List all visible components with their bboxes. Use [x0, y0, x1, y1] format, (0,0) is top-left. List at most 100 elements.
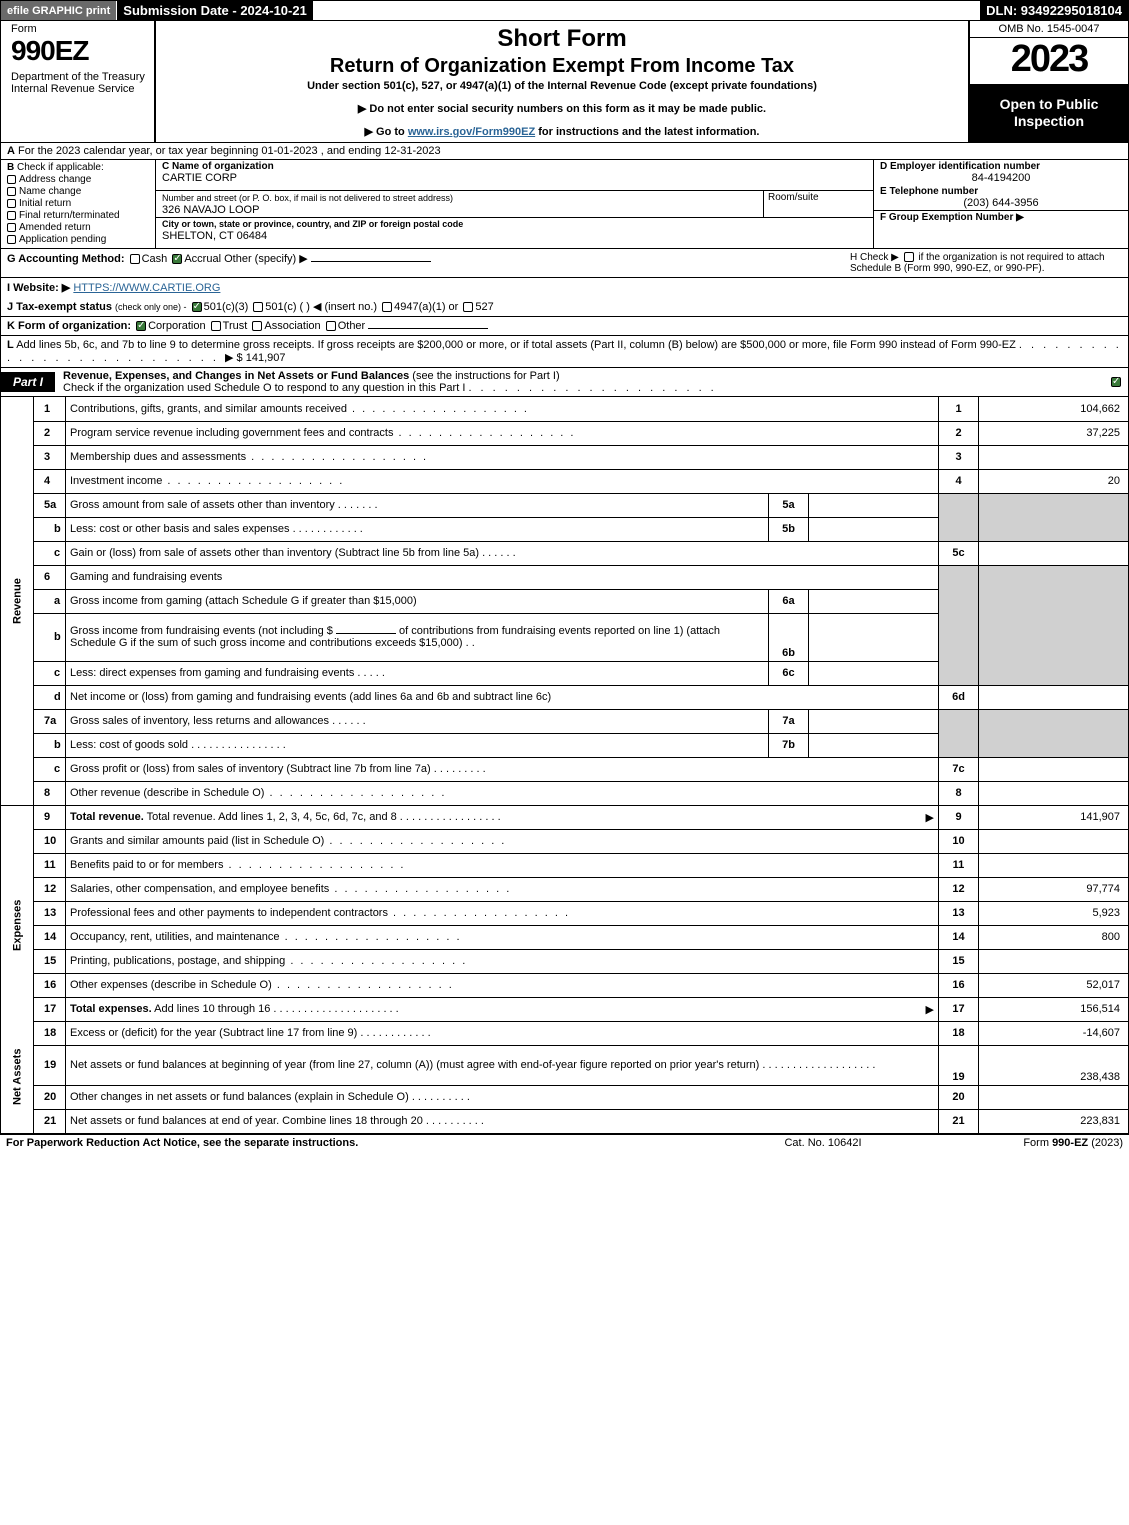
checkbox-icon[interactable]: [7, 175, 16, 184]
c-name-row: C Name of organization CARTIE CORP: [156, 160, 873, 191]
section-l: L Add lines 5b, 6c, and 7b to line 9 to …: [0, 336, 1129, 368]
b-item-2: Initial return: [7, 198, 149, 209]
l-amount: ▶ $ 141,907: [225, 352, 285, 364]
line-7c: c Gross profit or (loss) from sales of i…: [1, 757, 1129, 781]
line-4: 4 Investment income 4 20: [1, 469, 1129, 493]
b-label: B: [7, 162, 14, 173]
line-11: 11 Benefits paid to or for members 11: [1, 853, 1129, 877]
title-short-form: Short Form: [164, 25, 960, 53]
checkbox-icon[interactable]: [7, 199, 16, 208]
checkbox-501c[interactable]: [253, 302, 263, 312]
f-group: F Group Exemption Number ▶: [874, 210, 1128, 224]
revenue-side-label: Revenue: [1, 397, 34, 805]
line-8: 8 Other revenue (describe in Schedule O)…: [1, 781, 1129, 805]
section-c: C Name of organization CARTIE CORP Numbe…: [156, 160, 873, 248]
line-2: 2 Program service revenue including gove…: [1, 421, 1129, 445]
line-14: 14 Occupancy, rent, utilities, and maint…: [1, 925, 1129, 949]
subtitle: Under section 501(c), 527, or 4947(a)(1)…: [164, 80, 960, 92]
section-h: H Check ▶ if the organization is not req…: [842, 252, 1122, 274]
checkbox-4947[interactable]: [382, 302, 392, 312]
part-i-title: Revenue, Expenses, and Changes in Net As…: [55, 368, 1104, 396]
top-bar: efile GRAPHIC print Submission Date - 20…: [0, 0, 1129, 21]
form-number: 990EZ: [11, 35, 148, 67]
org-name: CARTIE CORP: [162, 172, 237, 184]
line-a-text: For the 2023 calendar year, or tax year …: [18, 145, 441, 157]
checkbox-cash[interactable]: [130, 254, 140, 264]
section-g: G Accounting Method: Cash Accrual Other …: [7, 252, 842, 274]
checkbox-h[interactable]: [904, 252, 914, 262]
inspection-label: Open to Public Inspection: [970, 84, 1128, 142]
section-j: J Tax-exempt status (check only one) - 5…: [0, 297, 1129, 317]
checkbox-other[interactable]: [326, 321, 336, 331]
other-org-line: [368, 328, 488, 329]
b-item-4: Amended return: [7, 222, 149, 233]
checkbox-accrual[interactable]: [172, 254, 182, 264]
line-15: 15 Printing, publications, postage, and …: [1, 949, 1129, 973]
checkbox-trust[interactable]: [211, 321, 221, 331]
instr-2: ▶ Go to www.irs.gov/Form990EZ for instru…: [164, 125, 960, 138]
checkbox-501c3[interactable]: [192, 302, 202, 312]
part-i-header: Part I Revenue, Expenses, and Changes in…: [0, 368, 1129, 397]
k-label: K Form of organization:: [7, 320, 131, 332]
other-specify-line: [311, 261, 431, 262]
instr-link[interactable]: www.irs.gov/Form990EZ: [408, 126, 535, 138]
c-city-row: City or town, state or province, country…: [156, 218, 873, 248]
website-link[interactable]: HTTPS://WWW.CARTIE.ORG: [73, 282, 220, 294]
form-header: Form 990EZ Department of the Treasury In…: [0, 21, 1129, 143]
part-i-label: Part I: [1, 372, 55, 392]
line-3: 3 Membership dues and assessments 3: [1, 445, 1129, 469]
section-g-h: G Accounting Method: Cash Accrual Other …: [0, 249, 1129, 278]
part-i-checkbox[interactable]: [1104, 376, 1128, 388]
form-left: Form 990EZ Department of the Treasury In…: [1, 21, 156, 142]
checkbox-icon[interactable]: [7, 211, 16, 220]
dept: Department of the Treasury Internal Reve…: [11, 71, 148, 95]
form-center: Short Form Return of Organization Exempt…: [156, 21, 968, 142]
ein-value: 84-4194200: [880, 172, 1122, 184]
checkbox-icon[interactable]: [7, 223, 16, 232]
checkbox-icon[interactable]: [7, 235, 16, 244]
checkbox-527[interactable]: [463, 302, 473, 312]
line-table: Revenue 1 Contributions, gifts, grants, …: [0, 397, 1129, 1134]
instr2-post: for instructions and the latest informat…: [535, 126, 759, 138]
b-title: Check if applicable:: [17, 162, 104, 173]
line-12: 12 Salaries, other compensation, and emp…: [1, 877, 1129, 901]
e-label: E Telephone number: [880, 186, 978, 197]
line-1: Revenue 1 Contributions, gifts, grants, …: [1, 397, 1129, 421]
c-city-label: City or town, state or province, country…: [162, 219, 463, 229]
line-5a: 5a Gross amount from sale of assets othe…: [1, 493, 1129, 517]
tax-year: 2023: [970, 38, 1128, 84]
title-return: Return of Organization Exempt From Incom…: [164, 55, 960, 78]
phone-value: (203) 644-3956: [880, 197, 1122, 209]
room-suite: Room/suite: [763, 191, 873, 218]
line-20: 20 Other changes in net assets or fund b…: [1, 1085, 1129, 1109]
i-label: I Website: ▶: [7, 282, 70, 294]
line-16: 16 Other expenses (describe in Schedule …: [1, 973, 1129, 997]
expenses-side-label: Expenses: [1, 829, 34, 1021]
footer-left: For Paperwork Reduction Act Notice, see …: [6, 1137, 723, 1149]
l-text: Add lines 5b, 6c, and 7b to line 9 to de…: [16, 339, 1016, 351]
d-label: D Employer identification number: [880, 161, 1040, 172]
room-label: Room/suite: [768, 192, 819, 203]
omb-number: OMB No. 1545-0047: [970, 21, 1128, 38]
b-item-5: Application pending: [7, 234, 149, 245]
dln-label: DLN: 93492295018104: [980, 1, 1128, 20]
section-k: K Form of organization: Corporation Trus…: [0, 317, 1129, 336]
checkbox-corp[interactable]: [136, 321, 146, 331]
spacer: [313, 1, 980, 20]
checkbox-assoc[interactable]: [252, 321, 262, 331]
line-a-label: A: [7, 145, 15, 157]
e-phone: E Telephone number (203) 644-3956: [874, 185, 1128, 210]
org-street: 326 NAVAJO LOOP: [162, 204, 259, 216]
line-6d: d Net income or (loss) from gaming and f…: [1, 685, 1129, 709]
checkbox-icon[interactable]: [7, 187, 16, 196]
b-item-1: Name change: [7, 186, 149, 197]
c-name-label: C Name of organization: [162, 161, 274, 172]
line-9: 9 Total revenue. Total revenue. Add line…: [1, 805, 1129, 829]
line-19: 19 Net assets or fund balances at beginn…: [1, 1045, 1129, 1085]
submission-date: Submission Date - 2024-10-21: [116, 1, 313, 20]
section-b: B Check if applicable: Address change Na…: [1, 160, 156, 248]
b-item-0: Address change: [7, 174, 149, 185]
g-label: G Accounting Method:: [7, 253, 125, 265]
line-5c: c Gain or (loss) from sale of assets oth…: [1, 541, 1129, 565]
j-label: J Tax-exempt status: [7, 301, 112, 313]
